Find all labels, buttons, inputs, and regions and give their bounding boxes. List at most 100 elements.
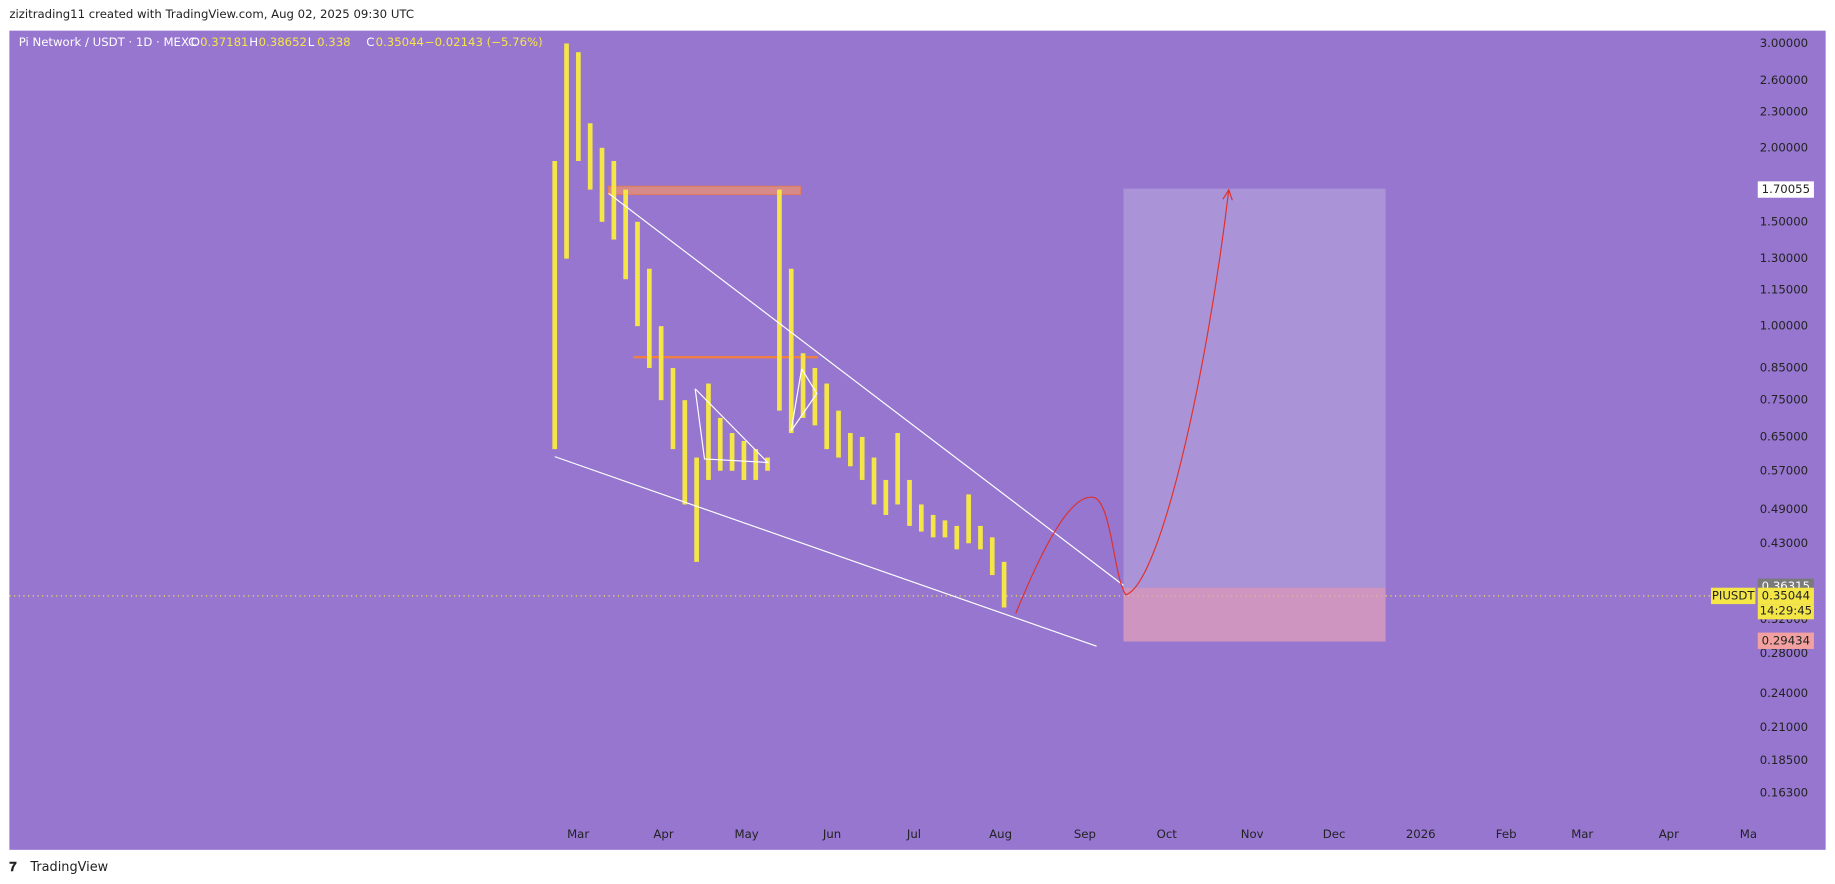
candle [871, 457, 877, 505]
y-tick-label: 3.00000 [1760, 36, 1808, 50]
candle [942, 520, 948, 538]
candle [646, 268, 652, 368]
candle [611, 161, 617, 240]
x-tick-label: Aug [989, 827, 1012, 841]
x-tick-label: Apr [1659, 827, 1679, 841]
x-tick-label: Oct [1157, 827, 1178, 841]
y-tick-label: 1.00000 [1760, 319, 1808, 333]
candle [706, 383, 711, 480]
x-tick-label: Feb [1496, 827, 1517, 841]
arrowhead [1222, 188, 1233, 201]
candle [836, 410, 841, 458]
candle [978, 525, 983, 550]
candle [954, 525, 960, 550]
candle [564, 43, 569, 259]
candle [552, 161, 558, 450]
ohlc-value: 0.338 [317, 35, 350, 49]
resistance-zone [607, 185, 802, 196]
countdown: 14:29:45 [1760, 604, 1813, 618]
ohlc-key: H [249, 35, 258, 49]
candle [658, 326, 664, 401]
ohlc-value: 0.35044 [376, 35, 424, 49]
y-tick-label: 1.50000 [1760, 214, 1808, 228]
credit: zizitrading11 created with TradingView.c… [9, 7, 414, 21]
target-zone [1123, 188, 1386, 588]
ohlc-key: O [191, 35, 200, 49]
symbol-tag-bg [1710, 587, 1756, 605]
y-tick-label: 0.65000 [1760, 429, 1808, 443]
ohlc-value: 0.38652 [259, 35, 307, 49]
candle [635, 221, 640, 327]
candle [741, 440, 747, 480]
candle [623, 189, 629, 280]
y-tick-label: 0.21000 [1760, 720, 1808, 734]
wedge-upper [608, 192, 1124, 586]
ohlc-value: 0.37181 [200, 35, 248, 49]
y-tick-label: 2.30000 [1760, 104, 1808, 118]
y-tick-label: 0.57000 [1760, 463, 1808, 477]
triangle [790, 368, 818, 432]
y-tick-label: 1.30000 [1760, 251, 1808, 265]
y-tick-label: 0.85000 [1760, 360, 1808, 374]
candle [587, 123, 593, 190]
ohlc-key: C [366, 35, 374, 49]
y-tick-label: 0.75000 [1760, 393, 1808, 407]
y-tick-label: 0.18500 [1760, 753, 1808, 767]
candle [788, 268, 794, 434]
x-tick-label: Jun [822, 827, 841, 841]
candle [765, 457, 770, 471]
symbol: Pi Network / USDT · 1D · MEXC [19, 35, 197, 49]
candle [989, 537, 995, 576]
drawings [554, 192, 1124, 647]
x-tick-label: 2026 [1406, 827, 1436, 841]
candle [682, 400, 688, 505]
y-tick-label: 1.15000 [1760, 283, 1808, 297]
price-tag-bg [1757, 587, 1814, 605]
triangle [694, 388, 770, 464]
x-tick-label: Mar [1571, 827, 1593, 841]
candle [729, 433, 735, 471]
x-tick-label: Dec [1323, 827, 1346, 841]
y-tick-label: 0.49000 [1760, 502, 1808, 516]
ohlc-key: L [308, 35, 315, 49]
candle [848, 433, 853, 467]
logo: 𝟕 [9, 860, 17, 875]
stop-zone [1123, 587, 1386, 642]
candle [918, 504, 924, 532]
candle [694, 457, 699, 562]
countdown-bg [1757, 604, 1814, 620]
x-tick-label: May [735, 827, 759, 841]
candle [777, 189, 782, 411]
candle [1001, 561, 1007, 608]
y-tick-label: 0.28000 [1760, 646, 1808, 660]
candle [895, 433, 901, 505]
candle [859, 436, 865, 480]
wedge-lower [554, 456, 1097, 647]
legend: Pi Network / USDT · 1D · MEXC O 0.37181 H 0… [19, 35, 543, 49]
price-tag: 0.35044 [1762, 588, 1810, 602]
price-tag-bg [1757, 632, 1814, 649]
candle [824, 383, 830, 450]
y-tick-label: 0.24000 [1760, 686, 1808, 700]
y-tick-label: 2.60000 [1760, 73, 1808, 87]
x-tick-label: Nov [1241, 827, 1264, 841]
candle [576, 52, 581, 162]
x-tick-label: Ma [1740, 827, 1757, 841]
y-tick-label: 0.16300 [1760, 785, 1808, 799]
candle [753, 449, 759, 480]
projection-path [1015, 189, 1230, 614]
brand: TradingView [29, 860, 108, 875]
y-tick-label: 0.43000 [1760, 536, 1808, 550]
candle [800, 353, 806, 418]
x-tick-label: Apr [653, 827, 673, 841]
candle [966, 494, 971, 544]
symbol-tag: PIUSDT [1712, 588, 1755, 602]
y-tick-label: 2.00000 [1760, 140, 1808, 154]
x-tick-label: Mar [567, 827, 589, 841]
candle [930, 514, 936, 538]
candle [907, 479, 912, 526]
price-tag-bg [1757, 181, 1814, 198]
candle [883, 479, 889, 515]
